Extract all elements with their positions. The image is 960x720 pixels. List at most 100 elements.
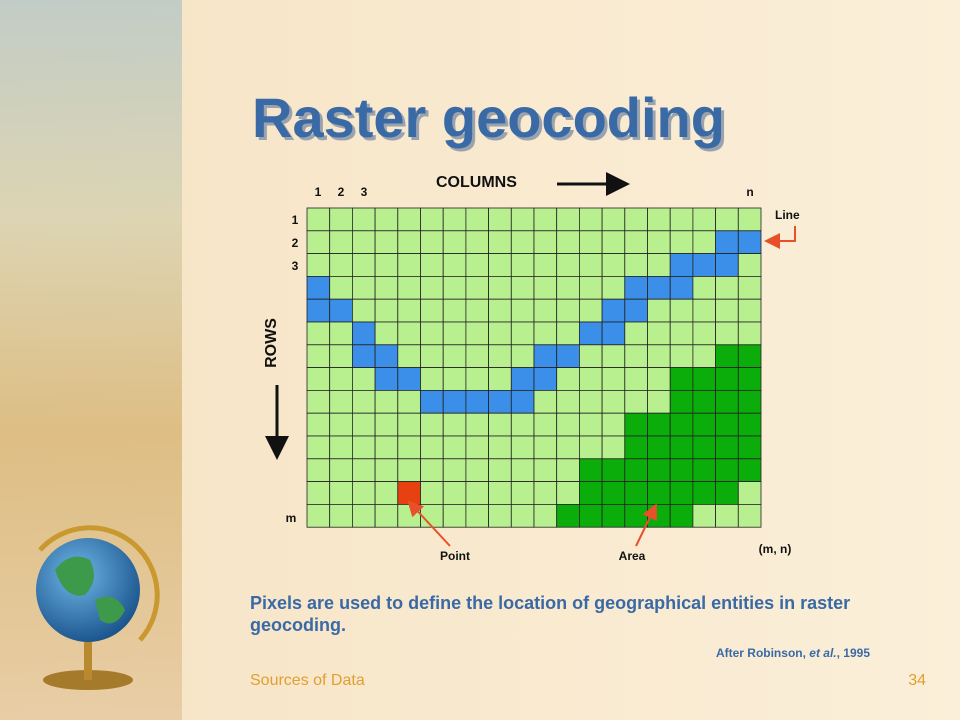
cell bbox=[601, 412, 626, 437]
cell bbox=[579, 321, 603, 346]
cell bbox=[306, 207, 331, 232]
cell bbox=[329, 298, 353, 323]
cell bbox=[374, 207, 399, 232]
cell bbox=[715, 344, 739, 368]
cell bbox=[533, 412, 558, 437]
cell bbox=[601, 503, 626, 528]
cell bbox=[420, 230, 444, 255]
cell bbox=[647, 435, 671, 460]
cell bbox=[692, 253, 717, 277]
cell bbox=[465, 230, 489, 255]
cell bbox=[420, 207, 444, 232]
cell bbox=[306, 275, 331, 300]
cell bbox=[669, 230, 694, 255]
cell bbox=[306, 412, 331, 437]
cell bbox=[374, 412, 399, 437]
cell bbox=[488, 207, 512, 232]
cell bbox=[510, 298, 535, 323]
cell bbox=[397, 389, 421, 414]
citation: After Robinson, et al., 1995 bbox=[560, 646, 870, 660]
cell bbox=[374, 481, 399, 505]
cell bbox=[533, 253, 558, 277]
cell bbox=[692, 481, 717, 505]
cell bbox=[533, 321, 558, 346]
point-callout-arrow bbox=[407, 500, 451, 547]
cell bbox=[397, 503, 421, 528]
citation-text: , 1995 bbox=[836, 646, 870, 660]
cell bbox=[442, 230, 467, 255]
cell bbox=[647, 367, 671, 391]
cell bbox=[737, 481, 762, 505]
cell bbox=[488, 253, 512, 277]
cell bbox=[556, 503, 580, 528]
cell bbox=[420, 503, 444, 528]
cell bbox=[306, 298, 331, 323]
cell bbox=[351, 481, 376, 505]
cell bbox=[715, 389, 739, 414]
cell bbox=[624, 435, 648, 460]
cell bbox=[465, 503, 489, 528]
cell bbox=[351, 389, 376, 414]
cell bbox=[647, 298, 671, 323]
column-tick: 2 bbox=[338, 185, 345, 199]
cell bbox=[601, 321, 626, 346]
cell bbox=[488, 321, 512, 346]
cell bbox=[306, 253, 331, 277]
cell bbox=[465, 344, 489, 368]
cell bbox=[510, 253, 535, 277]
cell bbox=[737, 207, 762, 232]
cell bbox=[397, 367, 421, 391]
cell bbox=[669, 321, 694, 346]
cell bbox=[737, 367, 762, 391]
cell bbox=[465, 481, 489, 505]
cell bbox=[397, 253, 421, 277]
cell bbox=[329, 207, 353, 232]
cell bbox=[737, 435, 762, 460]
cell bbox=[442, 435, 467, 460]
cell bbox=[737, 298, 762, 323]
title: Raster geocoding bbox=[252, 86, 725, 149]
cell bbox=[397, 230, 421, 255]
cell bbox=[374, 275, 399, 300]
cell bbox=[488, 481, 512, 505]
cell bbox=[306, 367, 331, 391]
cell bbox=[420, 389, 444, 414]
cell bbox=[556, 367, 580, 391]
cell bbox=[351, 344, 376, 368]
cell bbox=[556, 275, 580, 300]
cell bbox=[533, 207, 558, 232]
cell bbox=[374, 389, 399, 414]
cell bbox=[624, 412, 648, 437]
cell bbox=[420, 435, 444, 460]
cell bbox=[737, 458, 762, 482]
cell bbox=[533, 435, 558, 460]
cell bbox=[533, 275, 558, 300]
cell bbox=[374, 298, 399, 323]
cell bbox=[624, 389, 648, 414]
cell bbox=[465, 412, 489, 437]
cell bbox=[579, 503, 603, 528]
cell bbox=[556, 298, 580, 323]
cell bbox=[488, 344, 512, 368]
cell bbox=[351, 412, 376, 437]
cell bbox=[692, 458, 717, 482]
cell bbox=[351, 321, 376, 346]
cell bbox=[510, 412, 535, 437]
cell bbox=[465, 435, 489, 460]
cell bbox=[465, 298, 489, 323]
cell bbox=[624, 275, 648, 300]
cell bbox=[329, 503, 353, 528]
cell bbox=[442, 481, 467, 505]
cell bbox=[692, 298, 717, 323]
cell bbox=[533, 367, 558, 391]
cell bbox=[420, 367, 444, 391]
cell bbox=[737, 389, 762, 414]
caption: Pixels are used to define the location o… bbox=[250, 593, 851, 635]
cell bbox=[329, 344, 353, 368]
cell bbox=[624, 230, 648, 255]
raster-grid bbox=[306, 207, 762, 528]
cell bbox=[669, 458, 694, 482]
cell bbox=[533, 503, 558, 528]
cell bbox=[692, 207, 717, 232]
